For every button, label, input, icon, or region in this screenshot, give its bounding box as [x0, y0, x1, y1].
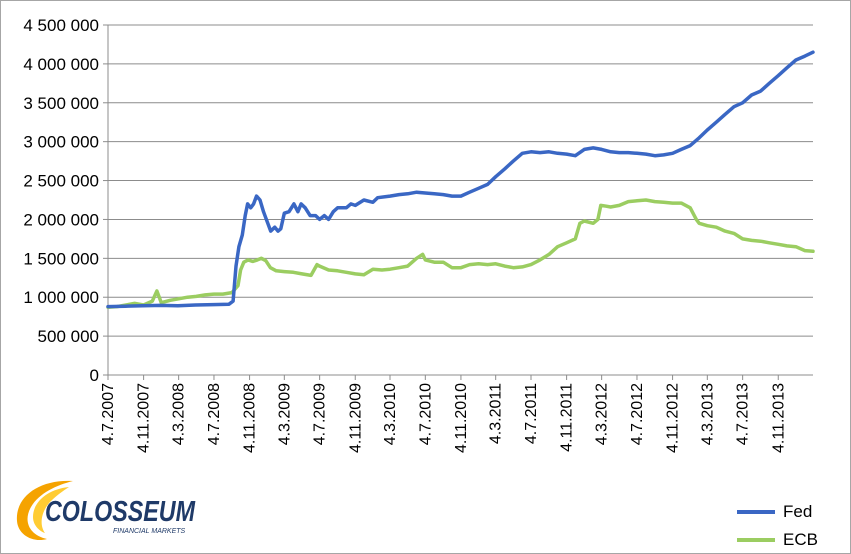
legend-item-ecb: ECB [737, 526, 818, 553]
series-line-ecb [106, 198, 815, 310]
x-tick-label: 4.3.2010 [382, 383, 399, 445]
x-tick-label: 4.3.2012 [594, 383, 611, 445]
x-tick-label: 4.3.2008 [171, 383, 188, 445]
legend-swatch [737, 538, 776, 542]
legend-item-fed: Fed [737, 498, 818, 526]
x-tick-label: 4.7.2008 [206, 383, 223, 445]
logo-wordmark: COLOSSEUM [45, 496, 196, 528]
x-tick-label: 4.11.2007 [136, 383, 153, 453]
y-tick-label: 1 500 000 [23, 249, 99, 268]
x-tick-label: 4.11.2011 [559, 383, 576, 452]
y-tick-label: 2 500 000 [23, 172, 99, 191]
y-tick-label: 0 [90, 366, 99, 385]
x-tick-label: 4.7.2009 [312, 383, 329, 445]
x-tick-label: 4.7.2010 [417, 383, 434, 445]
x-tick-label: 4.11.2010 [453, 383, 470, 453]
x-tick-label: 4.7.2012 [629, 383, 646, 445]
x-tick-label: 4.3.2013 [699, 383, 716, 445]
series-line-fed [106, 50, 815, 309]
y-tick-label: 1 000 000 [23, 288, 99, 307]
y-tick-label: 3 000 000 [23, 133, 99, 152]
legend: Fed ECB [737, 498, 818, 553]
x-tick-label: 4.11.2013 [770, 383, 787, 453]
y-axis-ticks: 0 500 000 1 000 000 1 500 000 2 000 000 2 500… [23, 16, 108, 385]
x-tick-label: 4.7.2007 [100, 383, 117, 445]
logo-swoosh [16, 480, 73, 541]
x-tick-label: 4.11.2008 [242, 383, 259, 453]
x-tick-label: 4.3.2011 [488, 383, 505, 444]
x-axis-ticks: 4.7.2007 4.11.2007 4.3.2008 4.7.2008 4.11.20… [100, 375, 787, 453]
x-tick-label: 4.7.2013 [735, 383, 752, 445]
x-tick-label: 4.7.2011 [523, 383, 540, 444]
y-tick-label: 500 000 [38, 327, 99, 346]
legend-label: Fed [783, 502, 813, 521]
x-tick-label: 4.11.2009 [347, 383, 364, 453]
x-tick-label: 4.3.2009 [276, 383, 293, 445]
gridlines [108, 24, 813, 337]
axes [107, 25, 813, 376]
y-tick-label: 2 000 000 [23, 210, 99, 229]
series-lines [106, 50, 815, 310]
x-tick-label: 4.11.2012 [665, 383, 682, 453]
y-tick-label: 4 500 000 [23, 16, 99, 35]
colosseum-logo: COLOSSEUM FINANCIAL MARKETS [11, 473, 211, 545]
y-tick-label: 4 000 000 [23, 55, 99, 74]
legend-swatch [737, 510, 776, 514]
logo-tagline: FINANCIAL MARKETS [113, 528, 186, 535]
y-tick-label: 3 500 000 [23, 94, 99, 113]
logo-swoosh-inner [33, 487, 69, 533]
legend-label: ECB [783, 530, 818, 549]
